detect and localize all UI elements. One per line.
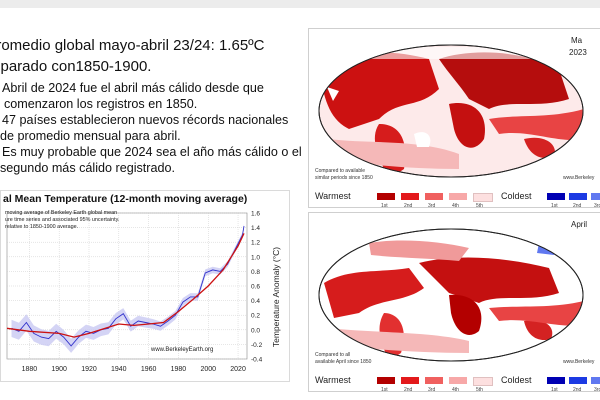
y-tick-label: 1.6 bbox=[251, 211, 260, 218]
legend-swatch-cold-2 bbox=[569, 377, 587, 384]
rank-label: 5th bbox=[476, 203, 483, 208]
rank-label: 3rd bbox=[428, 387, 435, 392]
legend-coldest: Coldest bbox=[501, 191, 532, 201]
chart-source: www.BerkeleyEarth.org bbox=[150, 347, 213, 353]
y-tick-label: 0.2 bbox=[251, 313, 260, 320]
bullet-3: Es muy probable que 2024 sea el año más … bbox=[0, 144, 300, 160]
map-title: Ma bbox=[571, 36, 583, 45]
legend-swatch-warm-3 bbox=[425, 193, 443, 200]
bullet-text: segundo más cálido registrado. bbox=[0, 161, 175, 175]
uncertainty-band-area bbox=[12, 224, 245, 353]
rank-label: 3rd bbox=[594, 203, 600, 208]
legend-swatch-warm-5 bbox=[473, 193, 493, 202]
chart-note-2: ure time series and associated 95% uncer… bbox=[5, 217, 119, 223]
x-tick-label: 2020 bbox=[230, 366, 246, 373]
rank-label: 1st bbox=[381, 387, 388, 392]
y-tick-label: 0.0 bbox=[251, 327, 260, 334]
bullet-list: Abril de 2024 fue el abril más cálido de… bbox=[0, 80, 300, 176]
map-may-april: Ma 2023 Compared to available similar pe… bbox=[309, 29, 600, 189]
rank-label: 2nd bbox=[404, 387, 412, 392]
x-tick-label: 1880 bbox=[22, 366, 38, 373]
slide: promedio global mayo-abril 23/24: 1.65ºC… bbox=[0, 8, 600, 400]
rank-label: 2nd bbox=[404, 203, 412, 208]
y-tick-label: -0.2 bbox=[251, 342, 263, 349]
rank-label: 4th bbox=[452, 387, 459, 392]
map-legend: Warmest Coldest 1st 2nd 3rd 4th 5th 1st … bbox=[309, 373, 600, 392]
bullet-text: Abril de 2024 fue el abril más cálido de… bbox=[2, 81, 264, 95]
legend-swatch-cold-1 bbox=[547, 193, 565, 200]
chart-title: al Mean Temperature (12-month moving ave… bbox=[3, 193, 247, 205]
map-panel-may-april: Ma 2023 Compared to available similar pe… bbox=[308, 28, 600, 208]
map-legend: Warmest Coldest 1st 2nd 3rd 4th 5th 1st … bbox=[309, 189, 600, 208]
map-caption-1: Compared to available bbox=[315, 168, 365, 174]
uncertainty-band bbox=[12, 224, 245, 353]
y-tick-label: -0.4 bbox=[251, 357, 263, 364]
legend-swatch-warm-2 bbox=[401, 377, 419, 384]
x-tick-label: 1960 bbox=[141, 366, 157, 373]
legend-swatch-warm-1 bbox=[377, 193, 395, 200]
headline-line-1: promedio global mayo-abril 23/24: 1.65ºC bbox=[0, 36, 300, 55]
bullet-2-cont: de promedio mensual para abril. bbox=[0, 128, 300, 144]
bullet-text: de promedio mensual para abril. bbox=[0, 129, 181, 143]
legend-swatch-warm-5 bbox=[473, 377, 493, 386]
map-credit: www.Berkeley bbox=[563, 359, 595, 365]
bullet-text: 47 países establecieron nuevos récords n… bbox=[2, 113, 288, 127]
legend-swatch-cold-3 bbox=[591, 377, 600, 384]
bullet-text: Es muy probable que 2024 sea el año más … bbox=[2, 145, 302, 159]
y-tick-label: 1.4 bbox=[251, 225, 260, 232]
legend-swatch-cold-2 bbox=[569, 193, 587, 200]
map-credit: www.Berkeley bbox=[563, 175, 595, 181]
y-tick-label: 1.0 bbox=[251, 254, 260, 261]
legend-swatch-warm-4 bbox=[449, 193, 467, 200]
x-tick-label: 1980 bbox=[171, 366, 187, 373]
y-tick-label: 0.4 bbox=[251, 298, 260, 305]
bullet-1: Abril de 2024 fue el abril más cálido de… bbox=[0, 80, 300, 96]
headline-line-2: mparado con1850-1900. bbox=[0, 57, 300, 76]
map-caption-2: similar periods since 1850 bbox=[315, 175, 373, 181]
chart-note-3: relative to 1850-1900 average. bbox=[5, 224, 78, 230]
slide-text: promedio global mayo-abril 23/24: 1.65ºC… bbox=[0, 36, 300, 176]
rank-label: 3rd bbox=[428, 203, 435, 208]
legend-warmest: Warmest bbox=[315, 191, 351, 201]
legend-warmest: Warmest bbox=[315, 375, 351, 385]
rank-label: 1st bbox=[551, 203, 558, 208]
y-tick-label: 0.6 bbox=[251, 284, 260, 291]
x-tick-label: 2000 bbox=[200, 366, 216, 373]
map-caption-2: available April since 1850 bbox=[315, 359, 372, 365]
rank-label: 1st bbox=[551, 387, 558, 392]
y-tick-label: 1.2 bbox=[251, 240, 260, 247]
rank-label: 3rd bbox=[594, 387, 600, 392]
x-tick-label: 1900 bbox=[51, 366, 67, 373]
map-april: April Compared to all available April si… bbox=[309, 213, 600, 373]
legend-swatch-cold-3 bbox=[591, 193, 600, 200]
x-tick-label: 1940 bbox=[111, 366, 127, 373]
rank-label: 2nd bbox=[573, 203, 581, 208]
chart-ylabel: Temperature Anomaly (°C) bbox=[271, 247, 281, 347]
map-caption-1: Compared to all bbox=[315, 352, 350, 358]
chart-note-1: moving average of Berkeley Earth global … bbox=[5, 210, 117, 216]
x-tick-label: 1920 bbox=[81, 366, 97, 373]
map-year: 2023 bbox=[569, 48, 587, 57]
bullet-3-cont: segundo más cálido registrado. bbox=[0, 160, 300, 176]
bullet-2: 47 países establecieron nuevos récords n… bbox=[0, 112, 300, 128]
legend-swatch-cold-1 bbox=[547, 377, 565, 384]
rank-label: 4th bbox=[452, 203, 459, 208]
legend-swatch-warm-3 bbox=[425, 377, 443, 384]
map-panel-april: April Compared to all available April si… bbox=[308, 212, 600, 392]
y-tick-label: 0.8 bbox=[251, 269, 260, 276]
legend-coldest: Coldest bbox=[501, 375, 532, 385]
rank-label: 2nd bbox=[573, 387, 581, 392]
legend-swatch-warm-2 bbox=[401, 193, 419, 200]
map-title: April bbox=[571, 220, 587, 229]
chart-ticks: 1880 1900 1920 1940 1960 1980 2000 2020 -0.4 -0.2… bbox=[22, 211, 263, 374]
bullet-text: comenzaron los registros en 1850. bbox=[4, 97, 197, 111]
legend-swatch-warm-1 bbox=[377, 377, 395, 384]
rank-label: 1st bbox=[381, 203, 388, 208]
bullet-1-cont: comenzaron los registros en 1850. bbox=[0, 96, 300, 112]
legend-swatch-warm-4 bbox=[449, 377, 467, 384]
rank-label: 5th bbox=[476, 387, 483, 392]
temperature-chart: 1880 1900 1920 1940 1960 1980 2000 2020 -0.4 -0.2… bbox=[1, 191, 289, 381]
temperature-chart-panel: 1880 1900 1920 1940 1960 1980 2000 2020 -0.4 -0.2… bbox=[0, 190, 290, 382]
